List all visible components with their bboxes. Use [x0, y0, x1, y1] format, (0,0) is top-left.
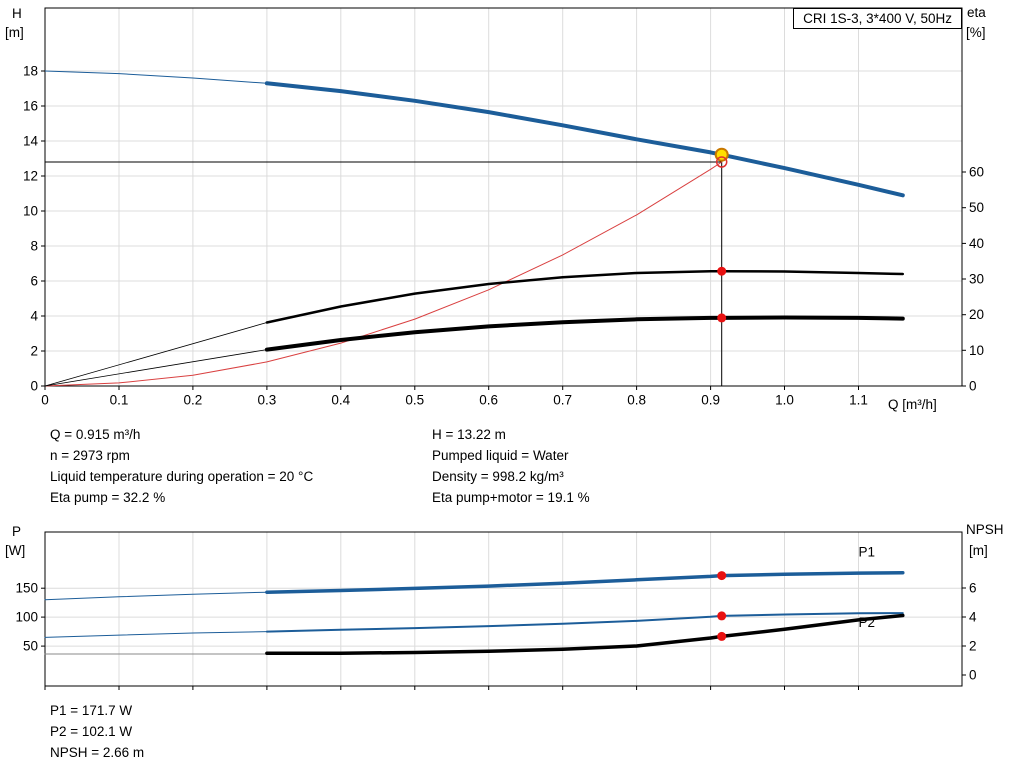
- svg-text:0.6: 0.6: [479, 393, 498, 408]
- svg-text:2: 2: [969, 639, 977, 654]
- requested-duty-point: [715, 156, 728, 168]
- head-curve-extension: [44, 70, 268, 84]
- svg-text:1.0: 1.0: [775, 393, 794, 408]
- svg-text:0.4: 0.4: [331, 393, 350, 408]
- eta-pump-point: [717, 266, 727, 276]
- flow-axis-label: Q [m³/h]: [888, 397, 937, 412]
- p2-point: [717, 611, 727, 621]
- svg-text:0.7: 0.7: [553, 393, 572, 408]
- svg-text:10: 10: [969, 343, 984, 358]
- eta-pump-motor-point: [717, 313, 727, 323]
- info-density: Density = 998.2 kg/m³: [432, 469, 564, 484]
- pump-type-title: CRI 1S-3, 3*400 V, 50Hz: [793, 8, 962, 29]
- info-temperature: Liquid temperature during operation = 20…: [50, 469, 314, 484]
- p1-point: [717, 571, 727, 581]
- svg-text:60: 60: [969, 165, 984, 180]
- power-axis-symbol: P: [12, 524, 22, 539]
- result-p2: P2 = 102.1 W: [50, 724, 133, 739]
- svg-text:6: 6: [30, 274, 38, 289]
- head-axis-symbol: H: [12, 6, 22, 21]
- head-axis-unit: [m]: [5, 25, 24, 40]
- info-speed: n = 2973 rpm: [50, 448, 130, 463]
- power-npsh-chart-tick-labels: 50 100 150 0 2 4 6: [15, 581, 977, 683]
- duty-info-right-column: H = 13.22 m Pumped liquid = Water Densit…: [432, 424, 590, 508]
- eta-pump-extension: [44, 322, 268, 387]
- eta-pump-motor-curve: [264, 315, 905, 352]
- svg-text:8: 8: [30, 239, 38, 254]
- system-curve: [44, 161, 723, 387]
- curve-label-p2: P2: [859, 615, 876, 630]
- svg-text:0.1: 0.1: [110, 393, 129, 408]
- svg-text:0: 0: [41, 393, 49, 408]
- hq-eta-chart-ticks: [41, 70, 966, 390]
- svg-text:150: 150: [15, 581, 38, 596]
- eta-axis-symbol: eta: [967, 5, 986, 20]
- hq-eta-chart-tick-labels: 0 0.1 0.2 0.3 0.4 0.5 0.6 0.7 0.8 0.9 1.0 1.1 0 2 4 6 8 1…: [23, 64, 984, 408]
- results-block: P1 = 171.7 W P2 = 102.1 W NPSH = 2.66 m: [50, 700, 144, 763]
- power-npsh-chart-ticks: [41, 587, 966, 690]
- svg-text:12: 12: [23, 169, 38, 184]
- svg-text:0.3: 0.3: [258, 393, 277, 408]
- info-eta-pump: Eta pump = 32.2 %: [50, 490, 166, 505]
- p2-curve: [265, 612, 904, 633]
- hq-eta-chart: 0 0.1 0.2 0.3 0.4 0.5 0.6 0.7 0.8 0.9 1.0 1.1 0 2 4 6 8 1…: [23, 7, 984, 408]
- info-liquid: Pumped liquid = Water: [432, 448, 569, 463]
- eta-pump-curve: [265, 269, 905, 324]
- npsh-curve: [265, 613, 905, 655]
- power-axis-unit: [W]: [5, 543, 26, 558]
- hq-eta-chart-border: [44, 7, 963, 387]
- svg-text:0.8: 0.8: [627, 393, 646, 408]
- npsh-point: [717, 631, 727, 641]
- p2-extension: [44, 631, 268, 638]
- power-npsh-chart: 50 100 150 0 2 4 6 P1 P2: [15, 531, 977, 690]
- svg-text:14: 14: [23, 134, 39, 149]
- svg-text:0: 0: [969, 379, 977, 394]
- result-npsh: NPSH = 2.66 m: [50, 745, 145, 760]
- duty-info-left-column: Q = 0.915 m³/h n = 2973 rpm Liquid tempe…: [50, 424, 313, 508]
- eta-axis-unit: [%]: [966, 25, 986, 40]
- svg-text:30: 30: [969, 272, 984, 287]
- svg-text:20: 20: [969, 307, 984, 322]
- svg-text:0: 0: [30, 379, 38, 394]
- svg-text:0: 0: [969, 668, 977, 683]
- eta-pump-motor-extension: [44, 349, 268, 387]
- hq-eta-chart-grid: [45, 8, 962, 386]
- npsh-axis-symbol: NPSH: [966, 522, 1004, 537]
- info-flow: Q = 0.915 m³/h: [50, 427, 141, 442]
- npsh-axis-unit: [m]: [969, 543, 988, 558]
- svg-text:18: 18: [23, 64, 38, 79]
- head-curve: [264, 81, 905, 198]
- svg-text:0.2: 0.2: [184, 393, 203, 408]
- result-p1: P1 = 171.7 W: [50, 703, 133, 718]
- p1-extension: [44, 591, 268, 601]
- svg-text:6: 6: [969, 581, 977, 596]
- svg-text:1.1: 1.1: [849, 393, 868, 408]
- svg-text:2: 2: [30, 344, 38, 359]
- p1-curve: [265, 571, 905, 594]
- svg-text:50: 50: [23, 639, 38, 654]
- svg-text:10: 10: [23, 204, 38, 219]
- svg-text:40: 40: [969, 236, 984, 251]
- svg-text:16: 16: [23, 99, 38, 114]
- info-head: H = 13.22 m: [432, 427, 506, 442]
- power-npsh-chart-border: [44, 531, 963, 687]
- curve-label-p1: P1: [859, 544, 876, 559]
- svg-text:4: 4: [30, 309, 38, 324]
- svg-text:0.5: 0.5: [405, 393, 424, 408]
- power-npsh-chart-grid: [45, 532, 962, 686]
- svg-text:50: 50: [969, 200, 984, 215]
- svg-text:0.9: 0.9: [701, 393, 720, 408]
- info-eta-pump-motor: Eta pump+motor = 19.1 %: [432, 490, 590, 505]
- svg-text:100: 100: [15, 610, 38, 625]
- svg-text:4: 4: [969, 610, 977, 625]
